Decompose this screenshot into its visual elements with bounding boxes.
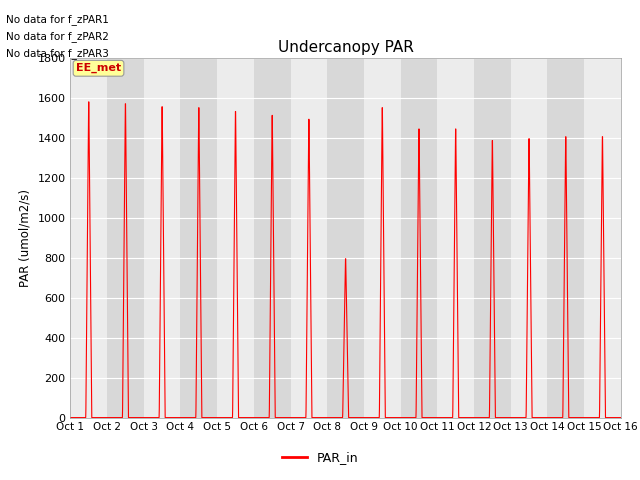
Bar <box>474 58 511 418</box>
Text: EE_met: EE_met <box>76 63 121 73</box>
Bar <box>401 58 437 418</box>
Text: No data for f_zPAR1: No data for f_zPAR1 <box>6 14 109 25</box>
Bar <box>254 58 291 418</box>
Bar <box>144 58 180 418</box>
Legend: PAR_in: PAR_in <box>276 446 364 469</box>
Bar <box>547 58 584 418</box>
Bar <box>511 58 547 418</box>
Bar <box>180 58 217 418</box>
Bar <box>291 58 327 418</box>
Y-axis label: PAR (umol/m2/s): PAR (umol/m2/s) <box>19 189 32 287</box>
Bar <box>217 58 254 418</box>
Bar <box>107 58 144 418</box>
Bar <box>327 58 364 418</box>
Text: No data for f_zPAR2: No data for f_zPAR2 <box>6 31 109 42</box>
Title: Undercanopy PAR: Undercanopy PAR <box>278 40 413 55</box>
Bar <box>364 58 401 418</box>
Bar <box>70 58 107 418</box>
Text: No data for f_zPAR3: No data for f_zPAR3 <box>6 48 109 59</box>
Bar <box>437 58 474 418</box>
Bar <box>584 58 621 418</box>
